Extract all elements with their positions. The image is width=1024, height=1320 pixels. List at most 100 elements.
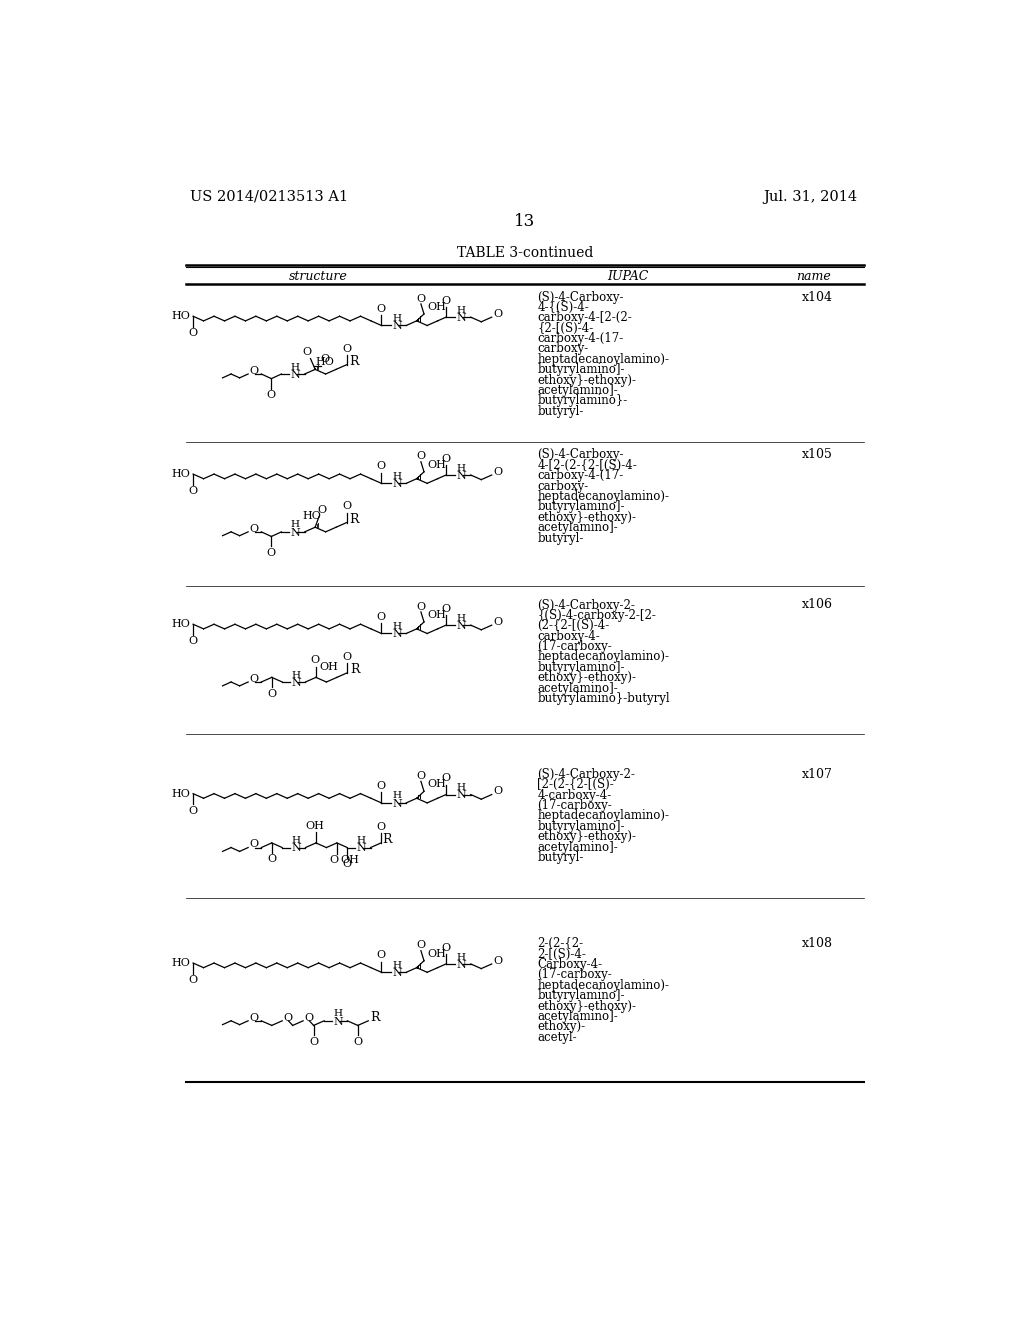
Text: O: O xyxy=(188,486,198,496)
Text: R: R xyxy=(383,833,392,846)
Text: R: R xyxy=(370,1011,379,1024)
Text: O: O xyxy=(267,689,276,698)
Text: H: H xyxy=(392,314,401,323)
Text: O: O xyxy=(342,502,351,511)
Text: H: H xyxy=(457,614,466,623)
Text: N: N xyxy=(334,1016,343,1027)
Text: carboxy-: carboxy- xyxy=(538,342,589,355)
Text: H: H xyxy=(291,520,300,529)
Text: N: N xyxy=(457,960,467,970)
Text: carboxy-4-: carboxy-4- xyxy=(538,630,600,643)
Text: 4-carboxy-4-: 4-carboxy-4- xyxy=(538,788,611,801)
Text: O: O xyxy=(250,675,259,684)
Text: O: O xyxy=(417,451,426,462)
Text: O: O xyxy=(441,942,451,953)
Text: O: O xyxy=(329,855,338,865)
Text: heptadecanoylamino)-: heptadecanoylamino)- xyxy=(538,809,670,822)
Text: O: O xyxy=(417,602,426,611)
Text: O: O xyxy=(284,1012,293,1023)
Text: butyrylamino}-butyryl: butyrylamino}-butyryl xyxy=(538,692,670,705)
Text: N: N xyxy=(457,471,467,480)
Text: heptadecanoylamino)-: heptadecanoylamino)- xyxy=(538,651,670,664)
Text: N: N xyxy=(457,791,467,800)
Text: H: H xyxy=(392,473,401,480)
Text: O: O xyxy=(317,506,327,515)
Text: OH: OH xyxy=(427,610,446,620)
Text: N: N xyxy=(291,528,300,537)
Text: OH: OH xyxy=(427,949,446,958)
Text: O: O xyxy=(494,787,503,796)
Text: heptadecanoylamino)-: heptadecanoylamino)- xyxy=(538,979,670,991)
Text: O: O xyxy=(377,304,386,314)
Text: (17-carboxy-: (17-carboxy- xyxy=(538,799,612,812)
Text: {2-[(S)-4-: {2-[(S)-4- xyxy=(538,322,594,335)
Text: ethoxy}-ethoxy)-: ethoxy}-ethoxy)- xyxy=(538,830,636,843)
Text: O: O xyxy=(250,840,259,850)
Text: O: O xyxy=(494,956,503,966)
Text: N: N xyxy=(392,321,402,331)
Text: OH: OH xyxy=(340,855,358,865)
Text: O: O xyxy=(188,975,198,985)
Text: ethoxy}-ethoxy)-: ethoxy}-ethoxy)- xyxy=(538,672,636,684)
Text: O: O xyxy=(377,822,386,832)
Text: OH: OH xyxy=(306,821,325,832)
Text: O: O xyxy=(305,1012,313,1023)
Text: name: name xyxy=(797,269,831,282)
Text: 4-[2-(2-{2-[(S)-4-: 4-[2-(2-{2-[(S)-4- xyxy=(538,459,637,471)
Text: R: R xyxy=(349,355,359,368)
Text: N: N xyxy=(457,313,467,323)
Text: O: O xyxy=(377,611,386,622)
Text: N: N xyxy=(457,620,467,631)
Text: OH: OH xyxy=(319,661,338,672)
Text: O: O xyxy=(310,656,319,665)
Text: structure: structure xyxy=(289,269,347,282)
Text: x105: x105 xyxy=(802,449,834,462)
Text: O: O xyxy=(250,524,259,533)
Text: butyryl-: butyryl- xyxy=(538,405,584,418)
Text: O: O xyxy=(267,389,275,400)
Text: O: O xyxy=(494,616,503,627)
Text: O: O xyxy=(188,636,198,647)
Text: (S)-4-Carboxy-2-: (S)-4-Carboxy-2- xyxy=(538,768,635,781)
Text: O: O xyxy=(188,329,198,338)
Text: N: N xyxy=(392,630,402,639)
Text: [2-(2-{2-[(S)-: [2-(2-{2-[(S)- xyxy=(538,779,614,791)
Text: heptadecanoylamino)-: heptadecanoylamino)- xyxy=(538,352,670,366)
Text: H: H xyxy=(292,671,300,680)
Text: O: O xyxy=(417,771,426,781)
Text: x104: x104 xyxy=(802,290,834,304)
Text: O: O xyxy=(494,467,503,477)
Text: O: O xyxy=(267,854,276,865)
Text: TABLE 3-continued: TABLE 3-continued xyxy=(457,246,593,260)
Text: O: O xyxy=(250,366,259,376)
Text: HO: HO xyxy=(171,958,190,968)
Text: HO: HO xyxy=(315,358,334,367)
Text: H: H xyxy=(292,836,300,845)
Text: O: O xyxy=(343,859,352,869)
Text: ethoxy}-ethoxy)-: ethoxy}-ethoxy)- xyxy=(538,999,636,1012)
Text: HO: HO xyxy=(171,619,190,630)
Text: N: N xyxy=(292,677,301,688)
Text: N: N xyxy=(392,799,402,809)
Text: O: O xyxy=(303,347,312,358)
Text: O: O xyxy=(417,940,426,950)
Text: (S)-4-Carboxy-2-: (S)-4-Carboxy-2- xyxy=(538,598,635,611)
Text: 13: 13 xyxy=(514,213,536,230)
Text: acetylamino]-: acetylamino]- xyxy=(538,681,617,694)
Text: ethoxy}-ethoxy)-: ethoxy}-ethoxy)- xyxy=(538,374,636,387)
Text: (17-carboxy-: (17-carboxy- xyxy=(538,969,612,982)
Text: O: O xyxy=(441,774,451,783)
Text: OH: OH xyxy=(427,302,446,312)
Text: Jul. 31, 2014: Jul. 31, 2014 xyxy=(764,190,858,203)
Text: acetylamino]-: acetylamino]- xyxy=(538,1010,617,1023)
Text: carboxy-4-(17-: carboxy-4-(17- xyxy=(538,333,624,345)
Text: ethoxy}-ethoxy)-: ethoxy}-ethoxy)- xyxy=(538,511,636,524)
Text: (17-carboxy-: (17-carboxy- xyxy=(538,640,612,653)
Text: H: H xyxy=(457,783,466,792)
Text: butyrylamino]-: butyrylamino]- xyxy=(538,363,625,376)
Text: butyrylamino}-: butyrylamino}- xyxy=(538,395,628,408)
Text: OH: OH xyxy=(427,779,446,789)
Text: x107: x107 xyxy=(802,768,834,781)
Text: H: H xyxy=(334,1010,342,1018)
Text: butyryl-: butyryl- xyxy=(538,851,584,865)
